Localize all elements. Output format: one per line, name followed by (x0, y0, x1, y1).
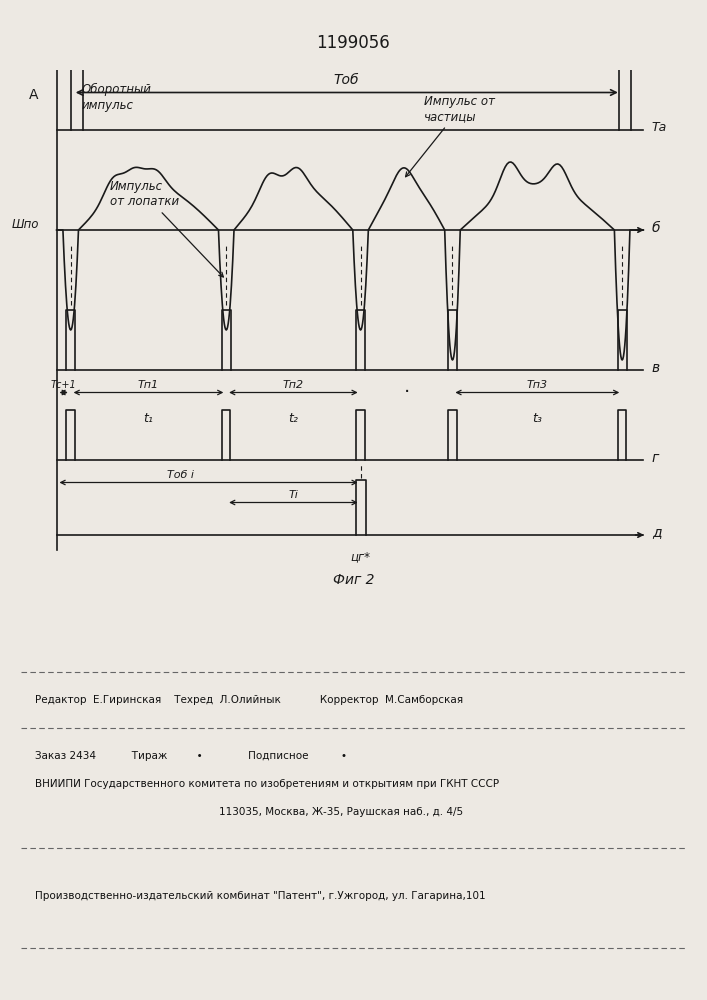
Text: t₁: t₁ (144, 412, 153, 426)
Text: Шпо: Шпо (11, 219, 39, 232)
Text: г: г (652, 450, 659, 464)
Text: Тп2: Тп2 (283, 380, 304, 390)
Text: Тоб i: Тоб i (167, 470, 194, 480)
Text: Заказ 2434           Тираж         •              Подписное          •: Заказ 2434 Тираж • Подписное • (35, 751, 347, 761)
Text: 113035, Москва, Ж-35, Раушская наб., д. 4/5: 113035, Москва, Ж-35, Раушская наб., д. … (219, 807, 463, 817)
Text: Оборотный
импульс: Оборотный импульс (81, 83, 151, 112)
Text: Ti: Ti (288, 490, 298, 500)
Text: ВНИИПИ Государственного комитета по изобретениям и открытиям при ГКНТ СССР: ВНИИПИ Государственного комитета по изоб… (35, 779, 499, 789)
Text: б: б (652, 221, 660, 234)
Text: Редактор  Е.Гиринская    Техред  Л.Олийнык            Корректор  М.Самборская: Редактор Е.Гиринская Техред Л.Олийнык Ко… (35, 695, 464, 705)
Text: t₂: t₂ (288, 412, 298, 426)
Text: Импульс
от лопатки: Импульс от лопатки (110, 180, 223, 277)
Text: в: в (652, 360, 660, 374)
Text: Производственно-издательский комбинат "Патент", г.Ужгород, ул. Гагарина,101: Производственно-издательский комбинат "П… (35, 891, 486, 901)
Text: цг*: цг* (351, 550, 370, 563)
Text: Тс+1: Тс+1 (51, 380, 76, 390)
Text: ·: · (404, 383, 409, 402)
Text: Тп1: Тп1 (138, 380, 159, 390)
Text: Фиг 2: Фиг 2 (333, 573, 374, 587)
Text: Тп3: Тп3 (527, 380, 548, 390)
Text: Импульс от
частицы: Импульс от частицы (406, 95, 495, 177)
Text: t₃: t₃ (532, 412, 542, 426)
Text: д: д (652, 526, 662, 540)
Text: Та: Та (652, 121, 667, 134)
Text: Тоб: Тоб (334, 73, 359, 87)
Text: 1199056: 1199056 (317, 34, 390, 52)
Text: А: А (30, 88, 39, 102)
